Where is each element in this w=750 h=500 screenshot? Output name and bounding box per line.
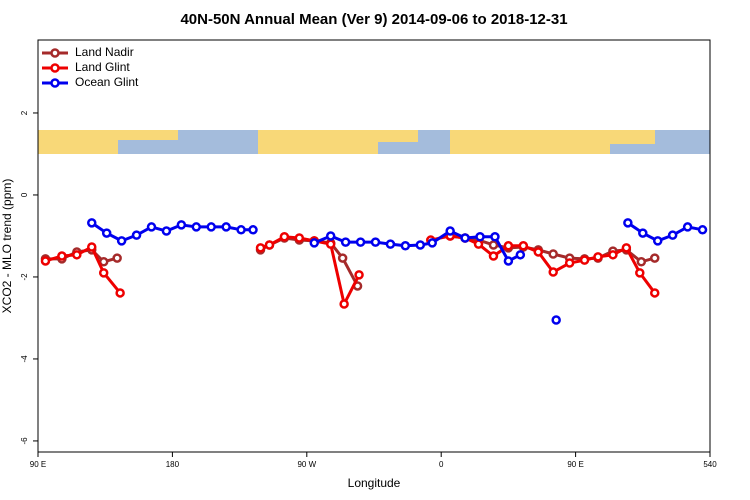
data-point (652, 236, 663, 246)
data-point (98, 268, 109, 278)
data-point (460, 233, 470, 243)
data-point (490, 232, 500, 242)
y-tick-label: -6 (20, 437, 29, 445)
data-point (354, 270, 364, 280)
x-axis-label: Longitude (348, 476, 401, 490)
y-tick-label: 2 (20, 110, 29, 115)
data-point (488, 251, 499, 261)
y-tick-label: -2 (20, 273, 29, 281)
data-point (667, 230, 678, 240)
data-point (427, 238, 437, 248)
data-point (503, 241, 514, 251)
data-point (337, 253, 348, 263)
data-point (623, 218, 633, 228)
data-point (593, 252, 603, 262)
data-point (236, 225, 246, 235)
data-point (248, 225, 258, 235)
data-point (146, 222, 157, 232)
data-point (564, 258, 575, 268)
data-point (473, 239, 484, 249)
data-point (355, 237, 366, 247)
chart-title: 40N-50N Annual Mean (Ver 9) 2014-09-06 t… (180, 11, 567, 28)
legend-marker (50, 78, 60, 88)
data-point (206, 222, 216, 232)
data-point (518, 241, 529, 251)
x-tick-label: 90 E (30, 460, 46, 469)
data-point (608, 250, 618, 260)
data-point (649, 253, 660, 263)
data-point (475, 232, 485, 242)
data-point (191, 222, 202, 232)
data-point (548, 249, 558, 259)
data-point (340, 237, 351, 247)
data-point (325, 239, 336, 249)
x-tick-label: 540 (703, 460, 717, 469)
data-point (101, 228, 112, 238)
data-point (57, 251, 67, 261)
data-point (131, 230, 142, 240)
data-point (503, 256, 514, 266)
data-point (579, 255, 590, 265)
data-point (385, 239, 396, 249)
x-tick-label: 0 (439, 460, 444, 469)
data-point (255, 243, 266, 253)
data-point (415, 240, 426, 250)
map-strip (38, 130, 710, 154)
legend-marker (50, 63, 60, 73)
y-axis-label: XCO2 - MLO trend (ppm) (0, 179, 14, 314)
y-tick-label: -4 (20, 355, 29, 363)
data-point (264, 240, 275, 250)
legend-label: Land Nadir (75, 45, 134, 59)
data-point (87, 242, 97, 252)
data-point (682, 222, 693, 232)
x-tick-label: 180 (166, 460, 180, 469)
x-tick-label: 90 E (567, 460, 583, 469)
data-point (72, 250, 82, 260)
legend-label: Ocean Glint (75, 75, 139, 89)
data-point (116, 236, 127, 246)
data-point (400, 241, 411, 251)
data-point (279, 232, 290, 242)
legend-marker (50, 48, 60, 58)
data-point (325, 231, 336, 241)
data-point (488, 240, 499, 250)
data-point (515, 250, 526, 260)
data-point (638, 228, 648, 238)
data-point (115, 288, 125, 298)
data-point (635, 268, 645, 278)
data-point (636, 257, 647, 267)
data-point (548, 267, 558, 277)
data-point (339, 299, 349, 309)
data-point (697, 225, 708, 235)
data-point (40, 256, 51, 266)
data-point (649, 288, 660, 298)
data-point (294, 233, 305, 243)
y-tick-label: 0 (20, 192, 29, 197)
x-tick-label: 90 W (297, 460, 316, 469)
data-point (533, 247, 544, 257)
data-point (161, 226, 172, 236)
data-point (370, 237, 381, 247)
data-point (87, 218, 97, 228)
data-point (551, 315, 561, 325)
data-point (309, 238, 320, 248)
legend-label: Land Glint (75, 60, 130, 74)
data-point (621, 243, 632, 253)
data-point (112, 253, 122, 263)
data-point (176, 220, 187, 230)
data-point (445, 226, 455, 236)
data-point (221, 222, 231, 232)
plot-frame (37, 39, 711, 453)
